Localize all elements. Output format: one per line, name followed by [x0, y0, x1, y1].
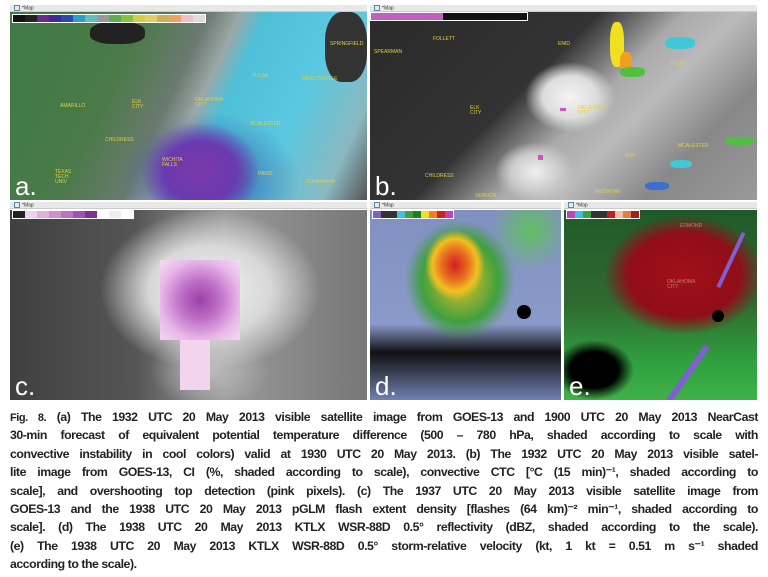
figure-label: Fig. 8. — [10, 412, 47, 424]
city-label: TULSA — [252, 73, 269, 79]
city-label: TULSA — [670, 61, 687, 67]
city-label: MCALESTER — [678, 143, 709, 149]
caption-line: scale]. (d) The 1938 UTC 20 May 2013 KTL… — [10, 520, 758, 535]
flash-density-grid — [160, 260, 240, 340]
ctc-shading — [665, 37, 695, 49]
city-label: OKLAHOMA CITY — [195, 97, 224, 108]
colorbar — [12, 210, 134, 219]
city-label: CHILDRESS — [425, 173, 454, 179]
map-tab-a[interactable]: *Map — [10, 5, 367, 12]
city-label: AMARILLO — [60, 103, 86, 109]
city-label: FAYETTEVILLE — [302, 76, 338, 82]
caption-line: convective instability in cool colors) v… — [10, 446, 758, 461]
panel-label: c. — [15, 371, 36, 400]
caption-line: according to the scale). — [10, 557, 137, 572]
city-label: OKLAHOMA CITY — [667, 279, 696, 290]
colorbar — [12, 14, 206, 23]
radar-site-marker — [517, 305, 531, 319]
ctc-shading — [725, 137, 755, 145]
range-folding-strip — [716, 231, 746, 289]
colorbar — [372, 210, 454, 219]
colorbar — [370, 12, 528, 21]
missing-data-patch — [325, 12, 367, 82]
map-tab-d[interactable]: *Map — [370, 202, 561, 209]
city-label: TEXAS TECH UNIV — [55, 169, 72, 185]
caption-line: lite image from GOES-13, CI (%, shaded a… — [10, 465, 758, 480]
map-tab-c[interactable]: *Map — [10, 202, 367, 209]
city-label: VERNON — [475, 193, 497, 199]
panel-a-nearcast-map: SPRINGFIELD TULSA FAYETTEVILLE AMARILLO … — [10, 12, 367, 200]
city-label: EDMOND — [680, 223, 703, 229]
panel-b-satellite-ci-map: FOLLETT ENID SPEARMAN TULSA ELK CITY OKL… — [370, 12, 757, 200]
city-label: MCALESTER — [250, 121, 281, 127]
ctc-shading — [670, 160, 692, 168]
caption-line: Fig. 8. (a) The 1932 UTC 20 May 2013 vis… — [10, 410, 758, 424]
city-label: ELK CITY — [132, 99, 144, 110]
city-label: WICHITA FALLS — [162, 157, 183, 168]
map-icon — [374, 202, 380, 208]
city-label: PARIS — [258, 171, 273, 177]
flash-density-grid — [180, 340, 210, 390]
city-label: ELK CITY — [470, 105, 482, 116]
panel-label: b. — [375, 171, 397, 200]
ctc-shading — [645, 182, 669, 190]
panel-c-satellite-pglm-map: c. — [10, 210, 367, 400]
overshooting-top-pixel — [560, 108, 566, 111]
ctc-shading — [620, 67, 645, 77]
caption-line: 30-min forecast of equivalent potential … — [10, 428, 758, 443]
city-label: ADA — [625, 153, 636, 159]
city-label: CHILDRESS — [105, 137, 134, 143]
city-label: ENID — [558, 41, 570, 47]
city-label: OKLAHOMA CITY — [578, 105, 607, 116]
map-tab-e[interactable]: *Map — [564, 202, 757, 209]
map-icon — [374, 5, 380, 11]
city-label: FOLLETT — [433, 36, 455, 42]
caption-line: scale], and overshooting top detection (… — [10, 483, 758, 498]
caption-line: (e) The 1938 UTC 20 May 2013 KTLX WSR-88… — [10, 538, 758, 553]
city-label: SPEARMAN — [374, 49, 403, 55]
panel-label: e. — [569, 371, 591, 400]
city-label: ARDMORE — [595, 189, 621, 195]
map-icon — [14, 202, 20, 208]
map-icon — [14, 5, 20, 11]
panel-label: a. — [15, 171, 37, 200]
city-label: TEXARKANA — [305, 179, 336, 185]
overshooting-top-pixel — [538, 155, 543, 160]
panel-d-reflectivity-map: d. — [370, 210, 561, 400]
panel-label: d. — [375, 371, 397, 400]
missing-data-patch — [90, 22, 145, 44]
map-tab-b[interactable]: *Map — [370, 5, 757, 12]
map-icon — [568, 202, 574, 208]
caption-line: GOES-13 and the 1938 UTC 20 May 2013 pGL… — [10, 501, 758, 516]
radar-site-marker — [712, 310, 724, 322]
range-folding-strip — [664, 344, 710, 400]
figure-caption: Fig. 8. (a) The 1932 UTC 20 May 2013 vis… — [10, 408, 758, 574]
colorbar — [566, 210, 640, 219]
panel-e-velocity-map: EDMOND OKLAHOMA CITY e. — [564, 210, 757, 400]
city-label: SPRINGFIELD — [330, 41, 364, 47]
